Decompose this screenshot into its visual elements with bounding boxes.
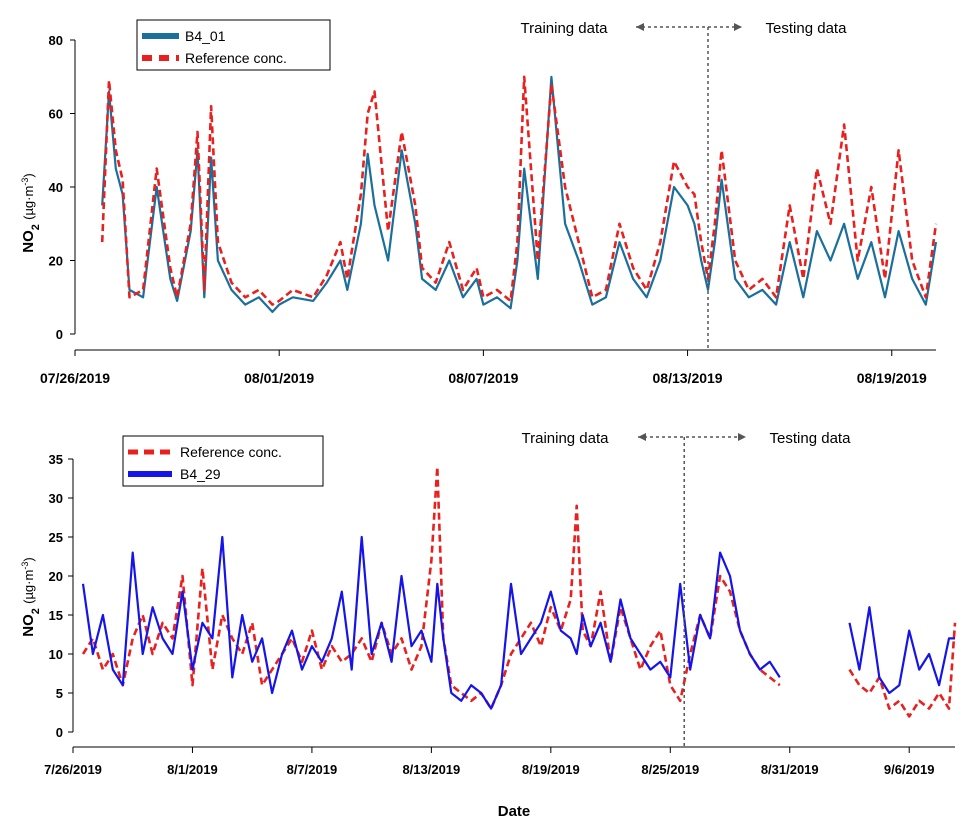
series-line-reference-conc [81, 465, 957, 718]
bottom-arrow-left-icon [638, 433, 646, 441]
top-legend-label-reference: Reference conc. [185, 50, 287, 66]
bottom-series-group [81, 465, 957, 718]
top-legend: B4_01 Reference conc. [136, 19, 331, 71]
x-tick-label: 07/26/2019 [40, 370, 110, 386]
y-tick-label: 40 [49, 180, 63, 195]
y-tick-label: 35 [49, 452, 63, 467]
x-tick-label: 8/19/2019 [522, 762, 580, 777]
series-line-b4-29 [81, 535, 955, 710]
bottom-annotation-training: Training data [522, 430, 610, 447]
bottom-x-ticks: 7/26/2019 8/1/2019 8/7/2019 8/13/2019 8/19/2… [44, 747, 935, 777]
bottom-y-ticks: 0 5 10 15 20 25 30 35 [49, 452, 73, 740]
x-tick-label: 08/07/2019 [448, 370, 518, 386]
bottom-x-axis-label: Date [498, 803, 531, 820]
top-legend-box [136, 19, 331, 71]
series-line-reference-conc [100, 75, 938, 306]
top-series-group [100, 75, 938, 313]
y-tick-label: 30 [49, 491, 63, 506]
top-arrow-right-icon [734, 23, 742, 31]
x-tick-label: 8/1/2019 [167, 762, 218, 777]
y-tick-label: 60 [49, 107, 63, 122]
x-tick-label: 08/01/2019 [244, 370, 314, 386]
y-tick-label: 0 [56, 725, 63, 740]
x-tick-label: 08/19/2019 [857, 370, 927, 386]
top-annotation-training: Training data [521, 20, 609, 37]
x-tick-label: 8/31/2019 [761, 762, 819, 777]
top-panel: 0 20 40 60 80 07/26/2019 08/01/2019 08/07/2019… [20, 19, 938, 386]
y-tick-label: 0 [56, 327, 63, 342]
y-tick-label: 5 [56, 686, 63, 701]
x-tick-label: 9/6/2019 [884, 762, 935, 777]
top-y-axis-label: NO2 (µg·m-3) [20, 173, 42, 252]
x-tick-label: 08/13/2019 [653, 370, 723, 386]
top-y-ticks: 0 20 40 60 80 [49, 33, 75, 342]
bottom-annotation-testing: Testing data [770, 430, 852, 447]
x-tick-label: 8/25/2019 [641, 762, 699, 777]
bottom-legend-label-b4-29: B4_29 [180, 466, 221, 482]
top-x-ticks: 07/26/2019 08/01/2019 08/07/2019 08/13/2019… [40, 350, 927, 386]
bottom-y-axis-label: NO2 (µg·m-3) [20, 557, 42, 636]
bottom-legend-box [122, 435, 324, 487]
series-line-b4-01 [101, 75, 938, 313]
top-arrow-left-icon [636, 23, 644, 31]
bottom-legend-label-reference: Reference conc. [180, 444, 282, 460]
x-tick-label: 7/26/2019 [44, 762, 102, 777]
bottom-arrow-right-icon [738, 433, 746, 441]
bottom-panel: 0 5 10 15 20 25 30 35 7/26/2019 8/1/2019 8/7/2019… [20, 430, 957, 820]
y-tick-label: 25 [49, 530, 63, 545]
y-tick-label: 15 [49, 608, 63, 623]
y-tick-label: 20 [49, 254, 63, 269]
y-tick-label: 20 [49, 569, 63, 584]
bottom-legend: Reference conc. B4_29 [122, 435, 324, 487]
top-legend-label-b4-01: B4_01 [185, 28, 226, 44]
y-tick-label: 80 [49, 33, 63, 48]
y-tick-label: 10 [49, 647, 63, 662]
x-tick-label: 8/13/2019 [402, 762, 460, 777]
x-tick-label: 8/7/2019 [287, 762, 338, 777]
top-annotation-testing: Testing data [766, 20, 848, 37]
